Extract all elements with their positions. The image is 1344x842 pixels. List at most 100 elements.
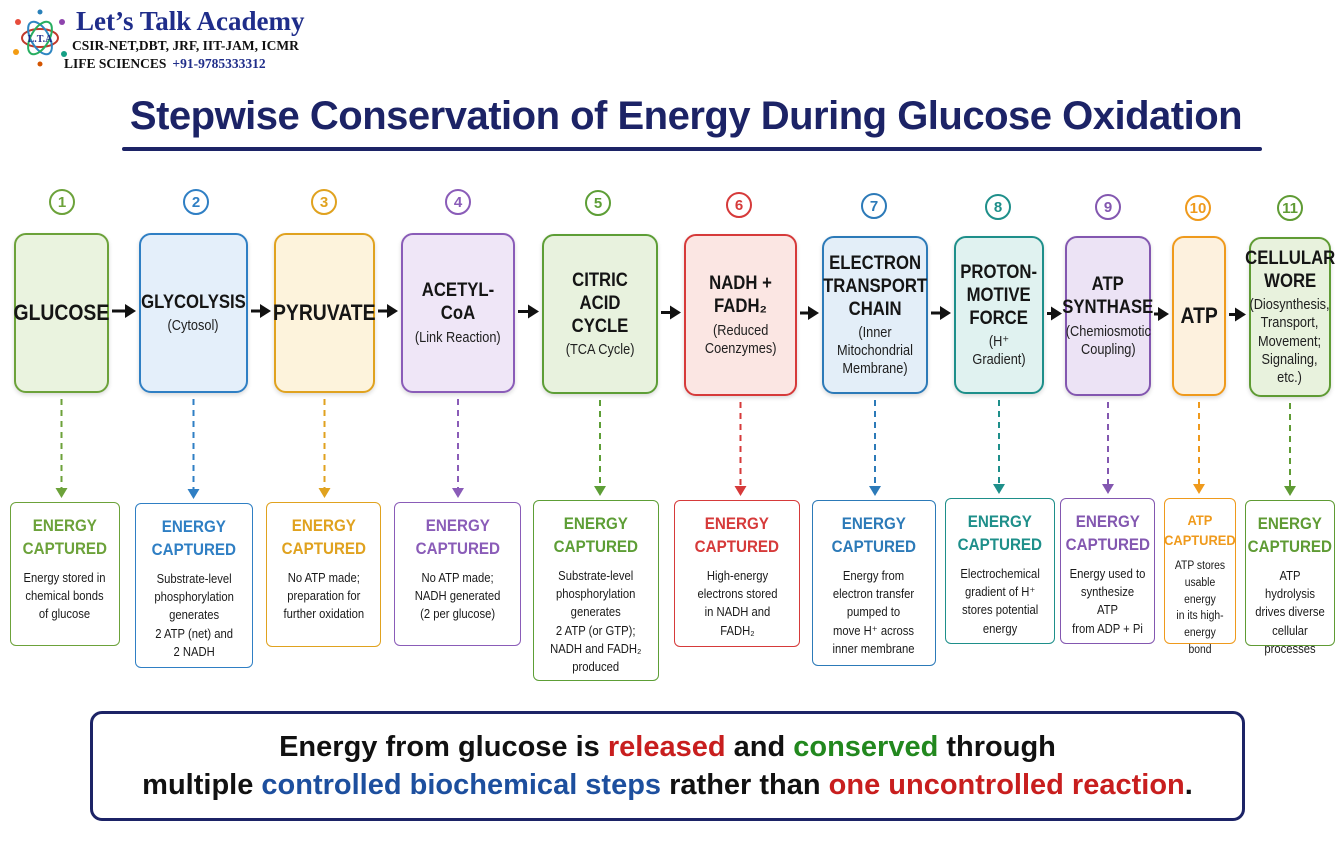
down-arrow-icon [187,489,200,499]
energy-heading: ENERGY CAPTURED [415,517,500,559]
step-number-9: 9 [1095,194,1121,220]
academy-name: Let’s Talk Academy [76,6,305,36]
right-arrow-icon [528,304,539,319]
down-arrow-icon [318,488,331,498]
step-title: CITRIC ACID CYCLE [571,269,629,338]
right-arrow-icon [670,305,681,320]
energy-heading: ENERGY CAPTURED [1065,513,1150,555]
academy-phone: +91-9785333312 [172,56,266,71]
step-node-1: GLUCOSE [14,233,109,393]
energy-description: No ATP made; NADH generated (2 per gluco… [414,571,501,622]
down-arrow-icon [452,488,464,498]
step-title: ELECTRON TRANSPORT CHAIN [822,252,928,320]
energy-box-2: ENERGY CAPTURED Substrate-level phosphory… [135,503,253,668]
title-underline [122,147,1262,151]
energy-box-9: ENERGY CAPTURED Energy used to synthesize… [1060,498,1155,644]
down-arrow-icon [1284,486,1296,496]
step-number-5: 5 [585,190,611,216]
energy-box-5: ENERGY CAPTURED Substrate-level phosphory… [533,500,659,681]
step-number-11: 11 [1277,195,1303,221]
step-subtitle: (Cytosol) [167,318,220,335]
academy-exams: CSIR-NET,DBT, JRF, IIT-JAM, ICMR [72,38,299,53]
step-title: ATP SYNTHASE [1062,274,1154,319]
summary-keyword-uncontrolled: one uncontrolled reaction [828,769,1185,801]
right-arrow-icon [1158,307,1169,321]
logo-initials: L.T.A [28,34,54,45]
step-number-1: 1 [49,189,75,215]
energy-description: Energy from electron transfer pumped to … [833,569,915,656]
energy-box-8: ENERGY CAPTURED Electrochemical gradient … [945,498,1055,644]
step-title: GLUCOSE [13,299,110,325]
energy-description: ATP hydrolysis drives diverse cellular p… [1255,569,1325,656]
right-arrow-icon [260,304,271,318]
right-arrow-icon [940,306,951,320]
energy-box-11: ENERGY CAPTURED ATP hydrolysis drives div… [1245,500,1335,656]
summary-text: through [938,730,1056,763]
summary-keyword-released: released [607,730,726,763]
step-node-11: CELLULAR WORE (Diosynthesis, Transport, M… [1245,237,1335,397]
down-arrow-icon [734,486,747,496]
summary-text: rather than [661,769,829,801]
energy-heading: ENERGY CAPTURED [831,515,917,557]
summary-box: Energy from glucose is released and cons… [90,711,1245,821]
energy-heading: ENERGY CAPTURED [1247,515,1333,557]
step-subtitle: (Diosynthesis, Transport, Movement; Sign… [1249,297,1331,386]
energy-box-3: ENERGY CAPTURED No ATP made; preparation … [266,502,381,647]
step-node-3: PYRUVATE [273,233,376,393]
down-arrow-icon [993,484,1005,494]
summary-text: multiple [142,769,262,801]
academy-logo: L.T.A Let’s Talk Academy CSIR-NET,DBT, J… [8,4,348,72]
energy-description: No ATP made; preparation for further oxi… [283,571,364,622]
energy-description: High-energy electrons stored in NADH and… [696,569,778,638]
energy-description: Substrate-level phosphorylation generate… [550,569,642,674]
step-node-6: NADH + FADH₂ (Reduced Coenzymes) [684,234,797,396]
summary-keyword-controlled: controlled biochemical steps [261,769,662,801]
down-arrow-icon [1102,484,1114,494]
energy-box-4: ENERGY CAPTURED No ATP made; NADH generat… [394,502,521,646]
step-title: ATP [1180,302,1218,328]
step-title: CELLULAR WORE [1244,248,1336,293]
energy-description: Energy stored in chemical bonds of gluco… [24,571,106,622]
energy-heading: ENERGY CAPTURED [281,517,366,559]
energy-description: Substrate-level phosphorylation generate… [154,572,234,659]
energy-box-1: ENERGY CAPTURED Energy stored in chemical… [10,502,120,646]
step-number-3: 3 [311,189,337,215]
energy-heading: ENERGY CAPTURED [694,515,780,557]
step-subtitle: (Chemiosmotic Coupling) [1065,323,1151,358]
step-title: ACETYL-CoA [421,280,495,325]
step-title: PYRUVATE [273,299,376,325]
down-arrow-icon [1193,484,1205,494]
down-arrow-icon [869,486,881,496]
right-arrow-icon [387,304,398,318]
right-arrow-icon [1235,307,1246,322]
energy-heading: ENERGY CAPTURED [22,517,108,559]
step-node-4: ACETYL-CoA (Link Reaction) [401,233,515,393]
step-subtitle: (H⁺ Gradient) [972,334,1026,369]
right-arrow-icon [1051,306,1062,321]
step-node-7: ELECTRON TRANSPORT CHAIN (Inner Mitochond… [822,236,928,394]
step-title: GLYCOLYSIS [141,291,246,313]
step-title: NADH + FADH₂ [709,273,772,318]
page-title: Stepwise Conservation of Energy During G… [129,94,1243,138]
energy-heading: ENERGY CAPTURED [957,513,1043,555]
summary-text: Energy from glucose is [279,730,608,763]
step-title: PROTON- MOTIVE FORCE [960,261,1038,329]
summary-line-1: Energy from glucose is released and cons… [279,728,1056,766]
step-number-8: 8 [985,194,1011,220]
energy-heading: ENERGY CAPTURED [553,515,639,557]
step-node-5: CITRIC ACID CYCLE (TCA Cycle) [542,234,658,394]
step-subtitle: (Reduced Coenzymes) [704,322,777,357]
energy-heading: ENERGY CAPTURED [151,518,237,560]
summary-keyword-conserved: conserved [793,730,939,763]
energy-heading: ATP CAPTURED [1164,512,1236,548]
step-subtitle: (Link Reaction) [415,329,501,346]
summary-text: . [1184,769,1193,801]
summary-line-2: multiple controlled biochemical steps ra… [142,766,1193,804]
energy-description: Energy used to synthesize ATP from ADP +… [1069,567,1146,636]
step-node-8: PROTON- MOTIVE FORCE (H⁺ Gradient) [954,236,1044,394]
step-subtitle: (Inner Mitochondrial Membrane) [837,325,913,378]
academy-contact: LIFE SCIENCES +91-9785333312 [64,56,266,72]
energy-description: ATP stores usable energy in its high- en… [1174,560,1226,656]
academy-subject: LIFE SCIENCES [64,56,167,71]
